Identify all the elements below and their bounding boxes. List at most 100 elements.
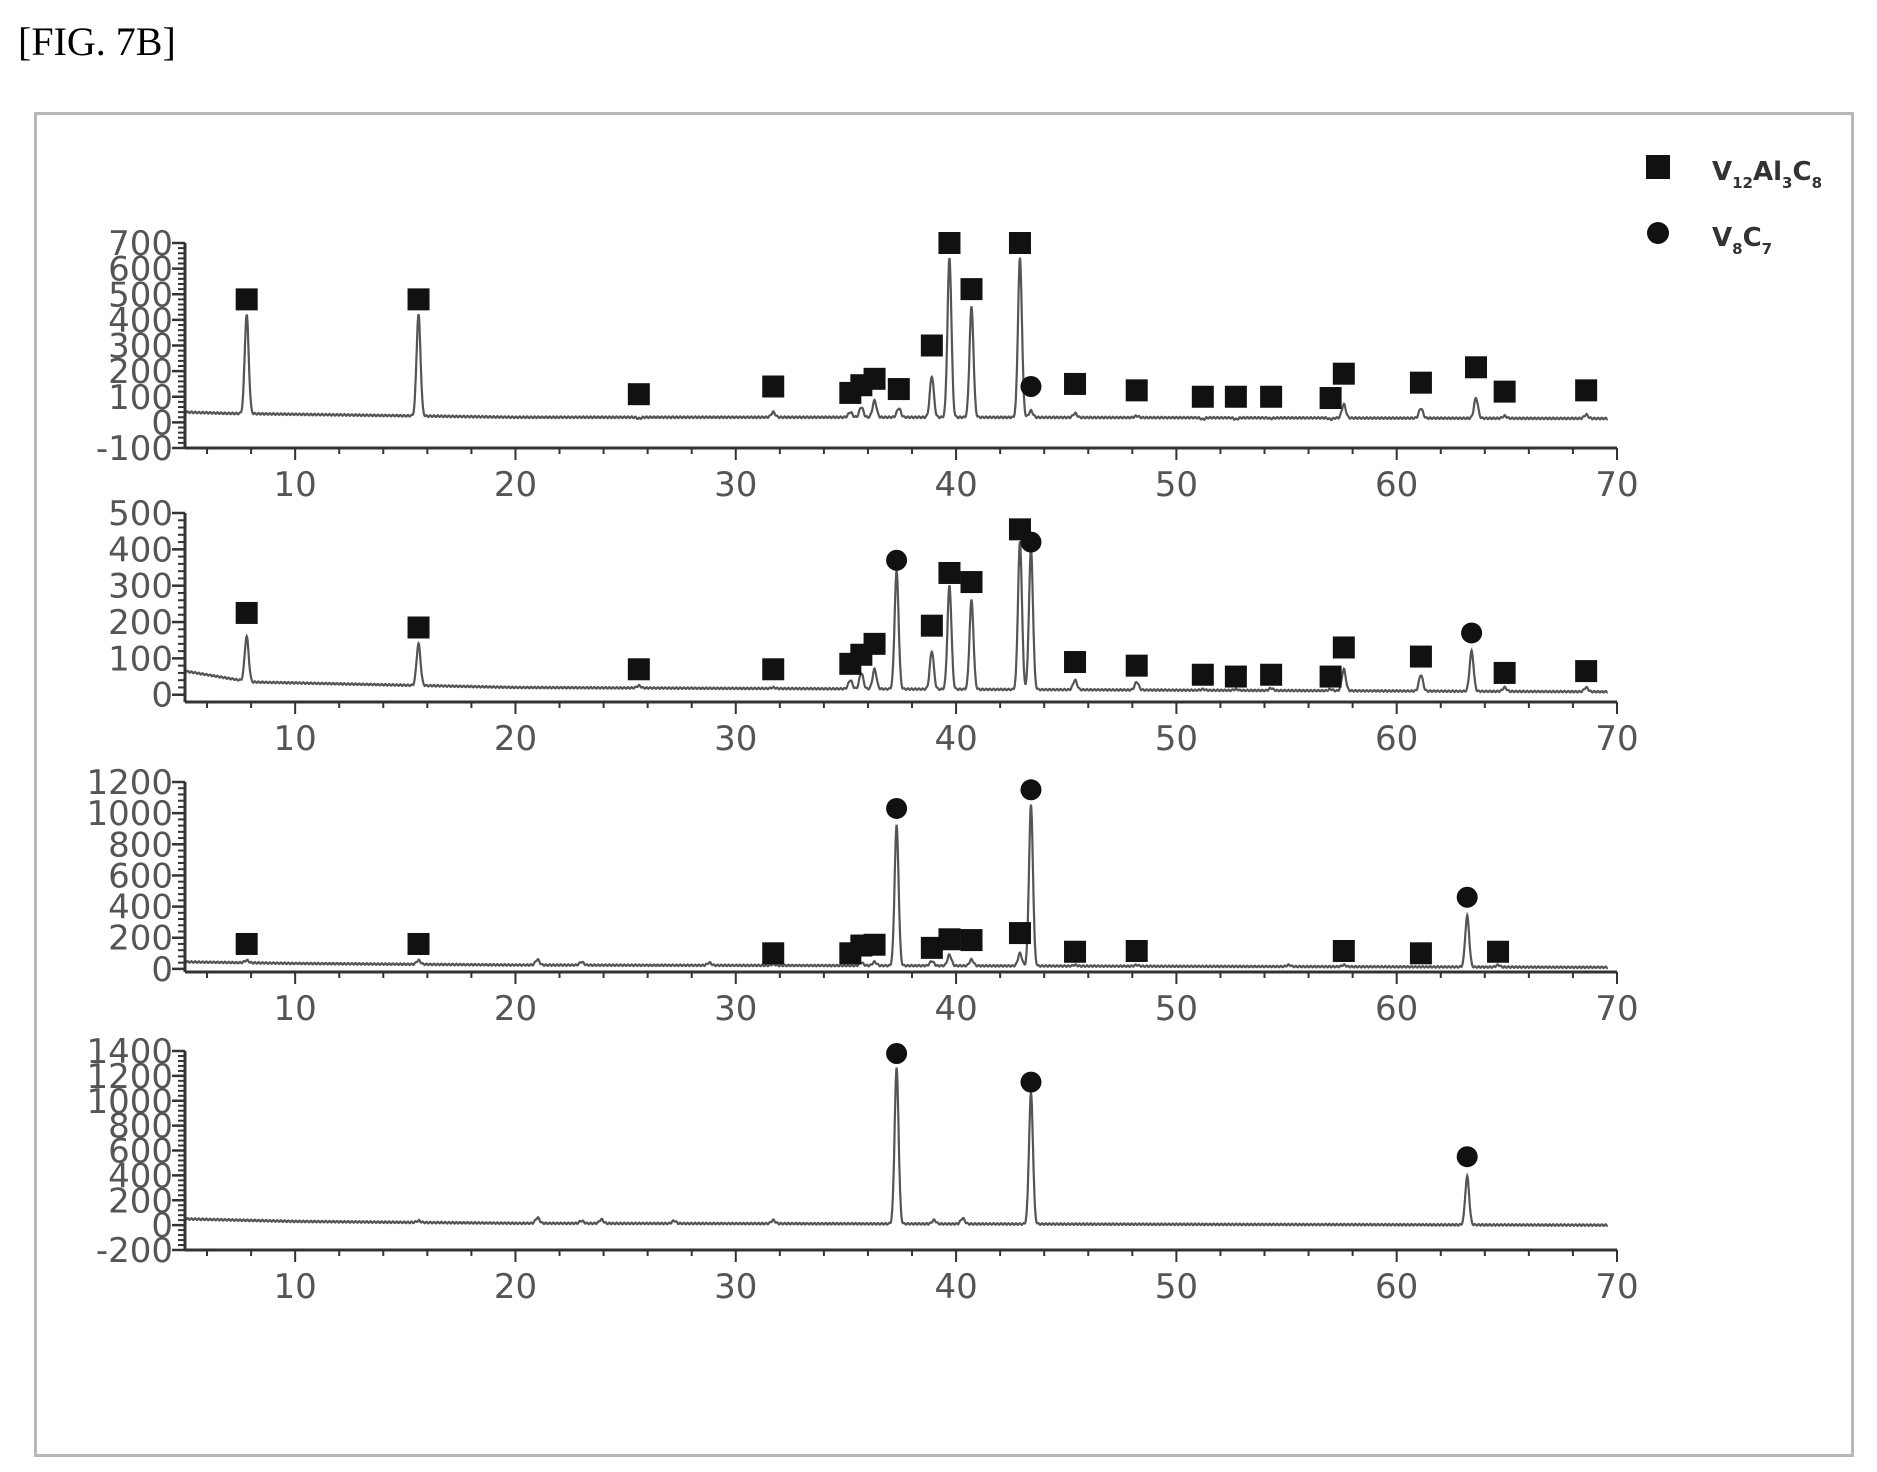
x-tick-label: 20 [494, 989, 537, 1029]
peak-marker-square [1125, 379, 1148, 402]
peak-marker-square [762, 942, 785, 965]
x-tick-label: 30 [714, 719, 757, 759]
peak-marker-square [960, 929, 983, 952]
peak-marker-square [1064, 651, 1087, 674]
y-tick-label: 0 [151, 950, 173, 990]
peak-marker-circle [1456, 1146, 1478, 1168]
peak-marker-square [920, 614, 943, 637]
x-tick-label: 50 [1155, 989, 1198, 1029]
peak-marker-square [863, 933, 886, 956]
peak-marker-circle [886, 1042, 908, 1064]
peak-marker-square [1332, 939, 1355, 962]
peak-marker-square [235, 932, 258, 955]
peak-marker-square [960, 571, 983, 594]
peak-marker-square [1409, 942, 1432, 965]
y-tick-label: 100 [108, 639, 173, 679]
y-tick-label: 1000 [86, 1082, 173, 1122]
peak-marker-square [762, 375, 785, 398]
y-tick-label: 500 [108, 275, 173, 315]
y-tick-label: 300 [108, 327, 173, 367]
peak-marker-square [1260, 663, 1283, 686]
x-tick-label: 60 [1375, 719, 1418, 759]
x-tick-label: 50 [1155, 719, 1198, 759]
y-tick-label: 600 [108, 250, 173, 290]
xrd-trace [184, 257, 1608, 422]
peak-marker-square [1575, 660, 1598, 683]
y-tick-label: 100 [108, 378, 173, 418]
x-tick-label: 40 [934, 1267, 977, 1307]
peak-marker-circle [1020, 1071, 1042, 1093]
x-tick-label: 10 [274, 1267, 317, 1307]
legend-circle-marker [1647, 222, 1669, 244]
peak-marker-square [1260, 385, 1283, 408]
peak-marker-square [407, 616, 430, 639]
peak-marker-square [762, 658, 785, 681]
y-tick-label: 200 [108, 603, 173, 643]
x-tick-label: 60 [1375, 465, 1418, 505]
x-tick-label: 20 [494, 719, 537, 759]
y-tick-label: 500 [108, 494, 173, 534]
x-tick-label: 40 [934, 989, 977, 1029]
x-tick-label: 40 [934, 719, 977, 759]
x-tick-label: 10 [274, 465, 317, 505]
xrd-trace [184, 804, 1609, 970]
peak-marker-square [407, 288, 430, 311]
peak-marker-square [1191, 663, 1214, 686]
legend: V12Al3C8 V8C7 [1646, 155, 1822, 258]
y-tick-label: 400 [108, 301, 173, 341]
peak-marker-square [1493, 380, 1516, 403]
peak-marker-square [627, 383, 650, 406]
y-tick-label: 400 [108, 530, 173, 570]
x-tick-label: 30 [714, 989, 757, 1029]
x-tick-label: 70 [1595, 989, 1638, 1029]
peak-marker-square [1319, 665, 1342, 688]
x-tick-label: 50 [1155, 465, 1198, 505]
legend-label-v12al3c8: V12Al3C8 [1712, 157, 1822, 192]
peak-marker-circle [886, 797, 908, 819]
y-tick-label: 200 [108, 352, 173, 392]
peak-marker-circle [1020, 376, 1042, 397]
y-tick-label: 200 [108, 1181, 173, 1221]
y-tick-label: 600 [108, 1132, 173, 1172]
x-tick-label: 70 [1595, 719, 1638, 759]
figure-frame [34, 112, 1854, 1457]
peak-marker-square [1224, 665, 1247, 688]
x-tick-label: 60 [1375, 1267, 1418, 1307]
x-tick-label: 20 [494, 1267, 537, 1307]
peak-marker-square [1332, 636, 1355, 659]
peak-marker-square [1125, 939, 1148, 962]
peak-marker-square [1125, 654, 1148, 677]
y-tick-label: 200 [108, 919, 173, 959]
x-tick-label: 20 [494, 465, 537, 505]
peak-marker-square [1487, 940, 1510, 963]
peak-marker-square [1064, 372, 1087, 395]
peak-marker-square [863, 367, 886, 390]
peak-marker-square [1465, 356, 1488, 379]
y-tick-label: 1400 [86, 1032, 173, 1072]
peak-marker-square [960, 278, 983, 301]
legend-square-marker [1646, 155, 1670, 179]
y-tick-label: 0 [151, 676, 173, 716]
peak-marker-square [863, 632, 886, 655]
peak-marker-square [920, 334, 943, 357]
peak-marker-circle [1456, 886, 1478, 908]
x-tick-label: 70 [1595, 1267, 1638, 1307]
x-tick-label: 30 [714, 1267, 757, 1307]
peak-marker-square [1493, 661, 1516, 684]
peak-marker-square [235, 601, 258, 624]
figure-label: [FIG. 7B] [18, 19, 176, 64]
peak-marker-circle [886, 549, 908, 571]
peak-marker-square [407, 932, 430, 955]
x-tick-label: 70 [1595, 465, 1638, 505]
peak-marker-square [1409, 645, 1432, 668]
y-tick-label: 400 [108, 888, 173, 928]
y-tick-label: 1000 [86, 794, 173, 834]
peak-marker-square [235, 288, 258, 311]
peak-marker-square [1008, 232, 1031, 254]
x-tick-label: 10 [274, 989, 317, 1029]
y-tick-label: 1200 [86, 763, 173, 803]
